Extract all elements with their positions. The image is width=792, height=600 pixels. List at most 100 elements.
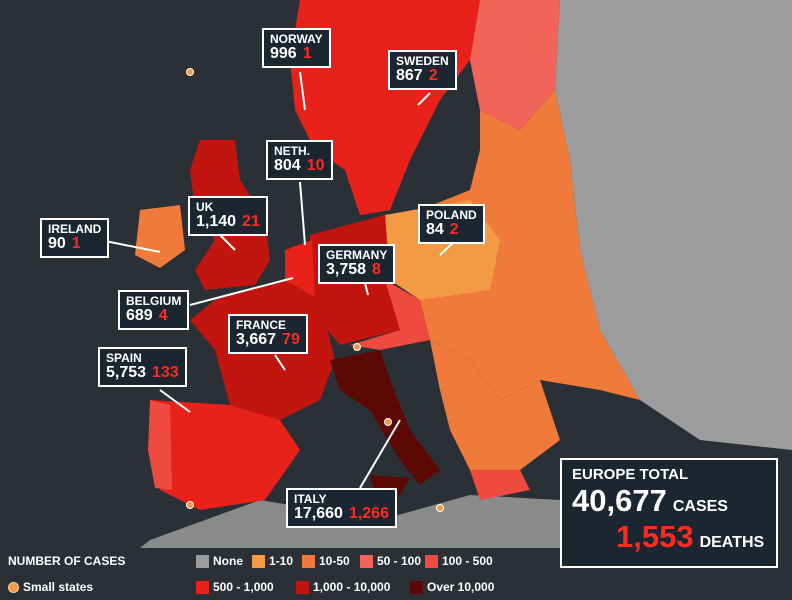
total-label: EUROPE TOTAL — [572, 466, 689, 483]
legend-swatch — [296, 580, 309, 594]
country-cases: 3,758 — [326, 260, 367, 278]
country-deaths: 1 — [302, 44, 312, 62]
country-name: BELGIUM — [126, 294, 182, 308]
small-state — [436, 504, 444, 512]
country-name: SWEDEN — [396, 54, 449, 68]
country-cases: 689 — [126, 306, 153, 324]
legend-swatch — [252, 554, 265, 568]
legend-dot — [8, 581, 19, 593]
europe-total: EUROPE TOTAL 40,677 CASES 1,553 DEATHS — [560, 458, 778, 568]
ireland — [135, 205, 185, 268]
pointer — [359, 419, 401, 489]
pointer — [189, 277, 294, 306]
legend-item: 1-10 — [252, 554, 293, 568]
legend-item: 50 - 100 — [360, 554, 421, 568]
legend-label: 10-50 — [319, 554, 350, 568]
country-deaths: 2 — [449, 220, 459, 238]
legend-label: 100 - 500 — [442, 554, 493, 568]
country-deaths: 79 — [282, 330, 300, 348]
country-cases: 996 — [270, 44, 297, 62]
country-deaths: 1,266 — [348, 504, 389, 522]
greece — [470, 470, 530, 500]
eastern-europe — [400, 90, 640, 400]
country-name: ITALY — [294, 492, 327, 506]
country-deaths: 10 — [306, 156, 325, 174]
country-cases: 84 — [426, 220, 444, 238]
legend-item: 100 - 500 — [425, 554, 493, 568]
small-state — [186, 68, 194, 76]
country-name: IRELAND — [48, 222, 102, 236]
pointer — [299, 71, 306, 111]
legend-label: 1-10 — [269, 554, 294, 568]
country-callout: BELGIUM 689 4 — [118, 290, 190, 331]
legend-swatch — [360, 554, 373, 568]
country-callout: IRELAND 90 1 — [40, 218, 110, 259]
country-callout: POLAND 84 2 — [418, 204, 485, 245]
pointer — [219, 234, 236, 251]
country-callout: SWEDEN 867 2 — [388, 50, 457, 91]
small-state — [384, 418, 392, 426]
iberia — [150, 400, 300, 510]
legend-item: Over 10,000 — [410, 580, 494, 594]
country-name: UK — [196, 200, 214, 214]
legend-swatch — [410, 580, 423, 594]
legend-swatch — [302, 554, 315, 568]
country-deaths: 4 — [158, 306, 168, 324]
legend-item: 1,000 - 10,000 — [296, 580, 390, 594]
country-deaths: 2 — [428, 66, 438, 84]
finland — [470, 0, 560, 130]
legend-title: NUMBER OF CASES — [8, 554, 126, 568]
legend-label: 1,000 - 10,000 — [313, 580, 391, 594]
country-callout: ITALY 17,660 1,266 — [286, 488, 397, 529]
country-deaths: 133 — [152, 363, 179, 381]
country-callout: NORWAY 996 1 — [262, 28, 331, 69]
country-cases: 3,667 — [236, 330, 277, 348]
legend-swatch — [196, 554, 209, 568]
country-cases: 17,660 — [294, 504, 343, 522]
country-callout: SPAIN 5,753 133 — [98, 347, 187, 388]
country-name: NETH. — [274, 144, 310, 158]
legend-label: 50 - 100 — [377, 554, 422, 568]
country-name: GERMANY — [326, 248, 388, 262]
country-name: NORWAY — [270, 32, 323, 46]
country-name: POLAND — [426, 208, 477, 222]
legend: NUMBER OF CASES None 1-10 10-50 50 - 100 100… — [0, 548, 560, 600]
pointer — [364, 282, 369, 296]
country-callout: UK 1,140 21 — [188, 196, 268, 237]
country-cases: 867 — [396, 66, 423, 84]
country-name: FRANCE — [236, 318, 286, 332]
legend-label: 500 - 1,000 — [213, 580, 274, 594]
pointer — [99, 239, 161, 253]
portugal — [148, 400, 172, 490]
pointer — [299, 181, 306, 246]
italy — [330, 350, 440, 485]
legend-swatch — [196, 580, 209, 594]
small-state — [186, 501, 194, 509]
pointer — [274, 354, 286, 371]
legend-item: None — [196, 554, 243, 568]
country-cases: 804 — [274, 156, 301, 174]
balkans — [430, 340, 560, 470]
legend-label: None — [213, 554, 243, 568]
total-deaths: 1,553 — [616, 519, 694, 554]
legend-item: 10-50 — [302, 554, 350, 568]
small-state-dots — [186, 68, 444, 512]
legend-item: Small states — [8, 580, 93, 594]
central-europe — [350, 280, 430, 350]
legend-label: Small states — [23, 580, 94, 594]
pointer — [417, 92, 431, 106]
russia — [555, 0, 792, 450]
country-cases: 5,753 — [106, 363, 147, 381]
total-cases: 40,677 — [572, 483, 667, 518]
country-callout: GERMANY 3,758 8 — [318, 244, 396, 285]
small-state — [353, 343, 361, 351]
pointers — [99, 71, 457, 489]
cases-label: CASES — [672, 498, 728, 515]
legend-item: 500 - 1,000 — [196, 580, 274, 594]
country-cases: 1,140 — [196, 212, 237, 230]
legend-label: Over 10,000 — [427, 580, 495, 594]
country-name: SPAIN — [106, 351, 142, 365]
deaths-label: DEATHS — [699, 534, 765, 551]
pointer — [159, 389, 191, 413]
